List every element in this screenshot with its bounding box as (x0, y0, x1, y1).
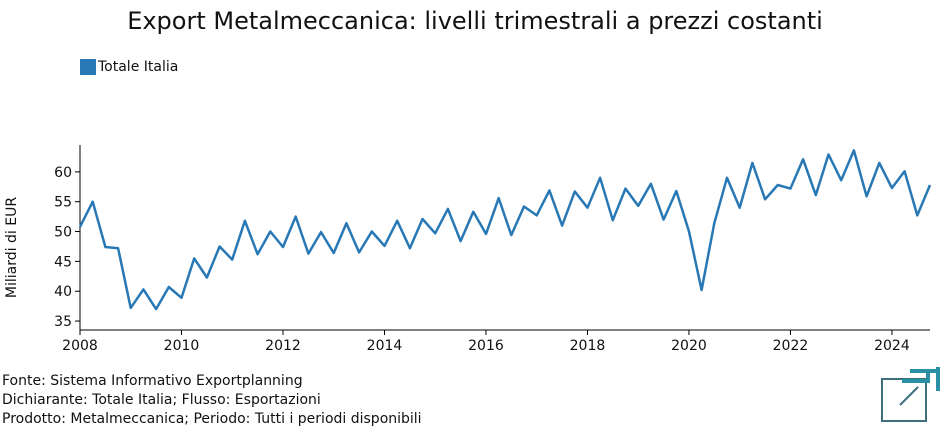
y-tick-label: 60 (54, 165, 72, 181)
legend-swatch (80, 59, 96, 75)
x-tick-label: 2014 (367, 338, 403, 354)
source-line-2: Dichiarante: Totale Italia; Flusso: Espo… (2, 392, 321, 408)
series-line (78, 149, 932, 311)
y-axis-label: Miliardi di EUR (4, 197, 20, 298)
x-tick-label: 2008 (62, 338, 98, 354)
y-tick-label: 55 (54, 195, 72, 211)
legend: Totale Italia (80, 59, 178, 75)
x-tick-label: 2016 (468, 338, 504, 354)
chart-title: Export Metalmeccanica: livelli trimestra… (127, 7, 823, 35)
y-tick-label: 45 (54, 254, 72, 270)
x-tick-label: 2022 (773, 338, 809, 354)
source-line-1: Fonte: Sistema Informativo Exportplannin… (2, 373, 303, 389)
source-line-3: Prodotto: Metalmeccanica; Periodo: Tutti… (2, 411, 422, 427)
x-tick-label: 2024 (874, 338, 910, 354)
exportplanning-logo-icon (881, 367, 940, 422)
y-tick-label: 50 (54, 225, 72, 241)
legend-label: Totale Italia (98, 59, 179, 75)
y-tick-label: 40 (54, 284, 72, 300)
x-tick-label: 2018 (570, 338, 606, 354)
y-tick-label: 35 (54, 314, 72, 330)
x-tick-label: 2020 (671, 338, 707, 354)
source-notes: Fonte: Sistema Informativo Exportplannin… (2, 372, 422, 429)
x-tick-label: 2010 (164, 338, 200, 354)
x-tick-label: 2012 (265, 338, 301, 354)
